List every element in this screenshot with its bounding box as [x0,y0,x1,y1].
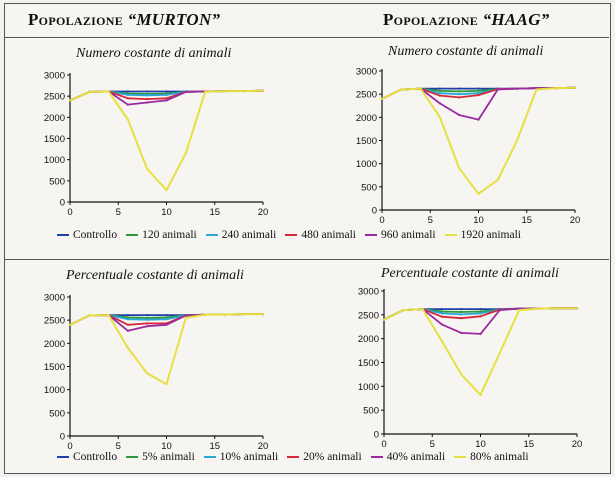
legend-swatch [126,456,139,458]
legend-swatch [364,234,377,236]
legend-label: Controllo [73,229,118,241]
legend-item: 80% animali [454,451,529,463]
legend-item: 120 animali [126,229,197,241]
population-prefix: Popolazione [28,10,128,29]
legend-swatch [454,456,467,458]
legend-label: 120 animali [142,229,197,241]
legend-label: 240 animali [221,229,277,241]
legend-swatch [203,456,216,458]
legend-item: 40% animali [370,451,446,463]
legend-swatch [57,234,69,236]
population-name: “MURTON” [127,10,221,29]
legend-top: Controllo 120 animali 240 animali 480 anima… [57,229,530,241]
population-prefix: Popolazione [383,10,483,29]
legend-swatch [57,456,69,458]
legend-label: 10% animali [219,451,279,463]
legend-swatch [285,234,298,236]
population-title-haag: Popolazione “HAAG” [383,10,550,30]
legend-bottom: Controllo 5% animali 10% animali 20% animal… [57,451,538,463]
legend-swatch [205,234,218,236]
legend-item: Controllo [57,451,117,463]
legend-swatch [444,234,457,236]
legend-item: 960 animali [364,229,436,241]
legend-label: 480 animali [301,229,356,241]
legend-item: Controllo [57,229,117,241]
legend-item: 5% animali [126,451,195,463]
legend-label: 5% animali [142,451,195,463]
legend-label: 80% animali [470,451,529,463]
legend-swatch [370,456,383,458]
legend-label: Controllo [73,451,118,463]
legend-label: 20% animali [303,451,362,463]
legend-item: 10% animali [203,451,279,463]
legend-label: 40% animali [386,451,446,463]
legend-label: 1920 animali [460,229,521,241]
chart-title: Numero costante di animali [388,44,544,59]
legend-item: 1920 animali [444,229,521,241]
population-title-murton: Popolazione “MURTON” [28,10,220,30]
legend-label: 960 animali [380,229,436,241]
legend-swatch [126,234,139,236]
chart-title: Numero costante di animali [76,46,232,61]
chart-title: Percentuale costante di animali [66,268,244,283]
legend-item: 480 animali [285,229,356,241]
population-name: “HAAG” [482,10,550,29]
chart-title: Percentuale costante di animali [381,266,559,281]
legend-item: 20% animali [287,451,362,463]
legend-item: 240 animali [205,229,277,241]
legend-swatch [287,456,300,458]
section-divider [4,259,609,260]
header-divider [4,37,609,38]
